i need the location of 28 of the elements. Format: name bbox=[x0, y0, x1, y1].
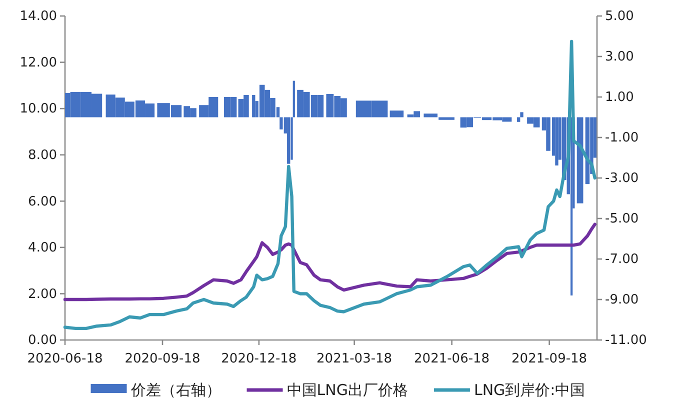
y2-tick-label: -3.00 bbox=[605, 171, 639, 186]
y-tick-label: 10.00 bbox=[20, 102, 57, 117]
legend-label: 价差（右轴） bbox=[130, 381, 221, 399]
x-tick-label: 2020-09-18 bbox=[124, 351, 200, 366]
x-tick-label: 2020-06-18 bbox=[27, 351, 103, 366]
y2-tick-label: -1.00 bbox=[605, 130, 639, 146]
y-tick-label: 4.00 bbox=[28, 240, 57, 256]
y-tick-label: 8.00 bbox=[28, 148, 57, 164]
y2-tick-label: 1.00 bbox=[605, 90, 634, 106]
x-tick-label: 2021-06-18 bbox=[414, 351, 490, 366]
y2-tick-label: -11.00 bbox=[605, 333, 647, 348]
x-tick-label: 2021-03-18 bbox=[316, 351, 392, 366]
y-tick-label: 14.00 bbox=[20, 9, 57, 24]
y2-tick-label: -5.00 bbox=[605, 212, 639, 227]
legend-label: LNG到岸价:中国 bbox=[474, 381, 586, 399]
y-tick-label: 6.00 bbox=[28, 194, 57, 210]
x-tick-label: 2020-12-18 bbox=[221, 351, 297, 366]
line-series bbox=[63, 40, 596, 330]
line-series bbox=[63, 222, 596, 302]
y-tick-label: 0.00 bbox=[28, 333, 57, 348]
y2-tick-label: -9.00 bbox=[605, 292, 639, 308]
y2-tick-label: -7.00 bbox=[605, 252, 639, 268]
x-tick-label: 2021-09-18 bbox=[512, 351, 588, 366]
legend-label: 中国LNG出厂价格 bbox=[286, 381, 408, 399]
y2-tick-label: 3.00 bbox=[605, 50, 634, 65]
y2-tick-label: 5.00 bbox=[605, 9, 634, 24]
y-tick-label: 12.00 bbox=[20, 55, 57, 70]
y-tick-label: 2.00 bbox=[28, 286, 57, 302]
